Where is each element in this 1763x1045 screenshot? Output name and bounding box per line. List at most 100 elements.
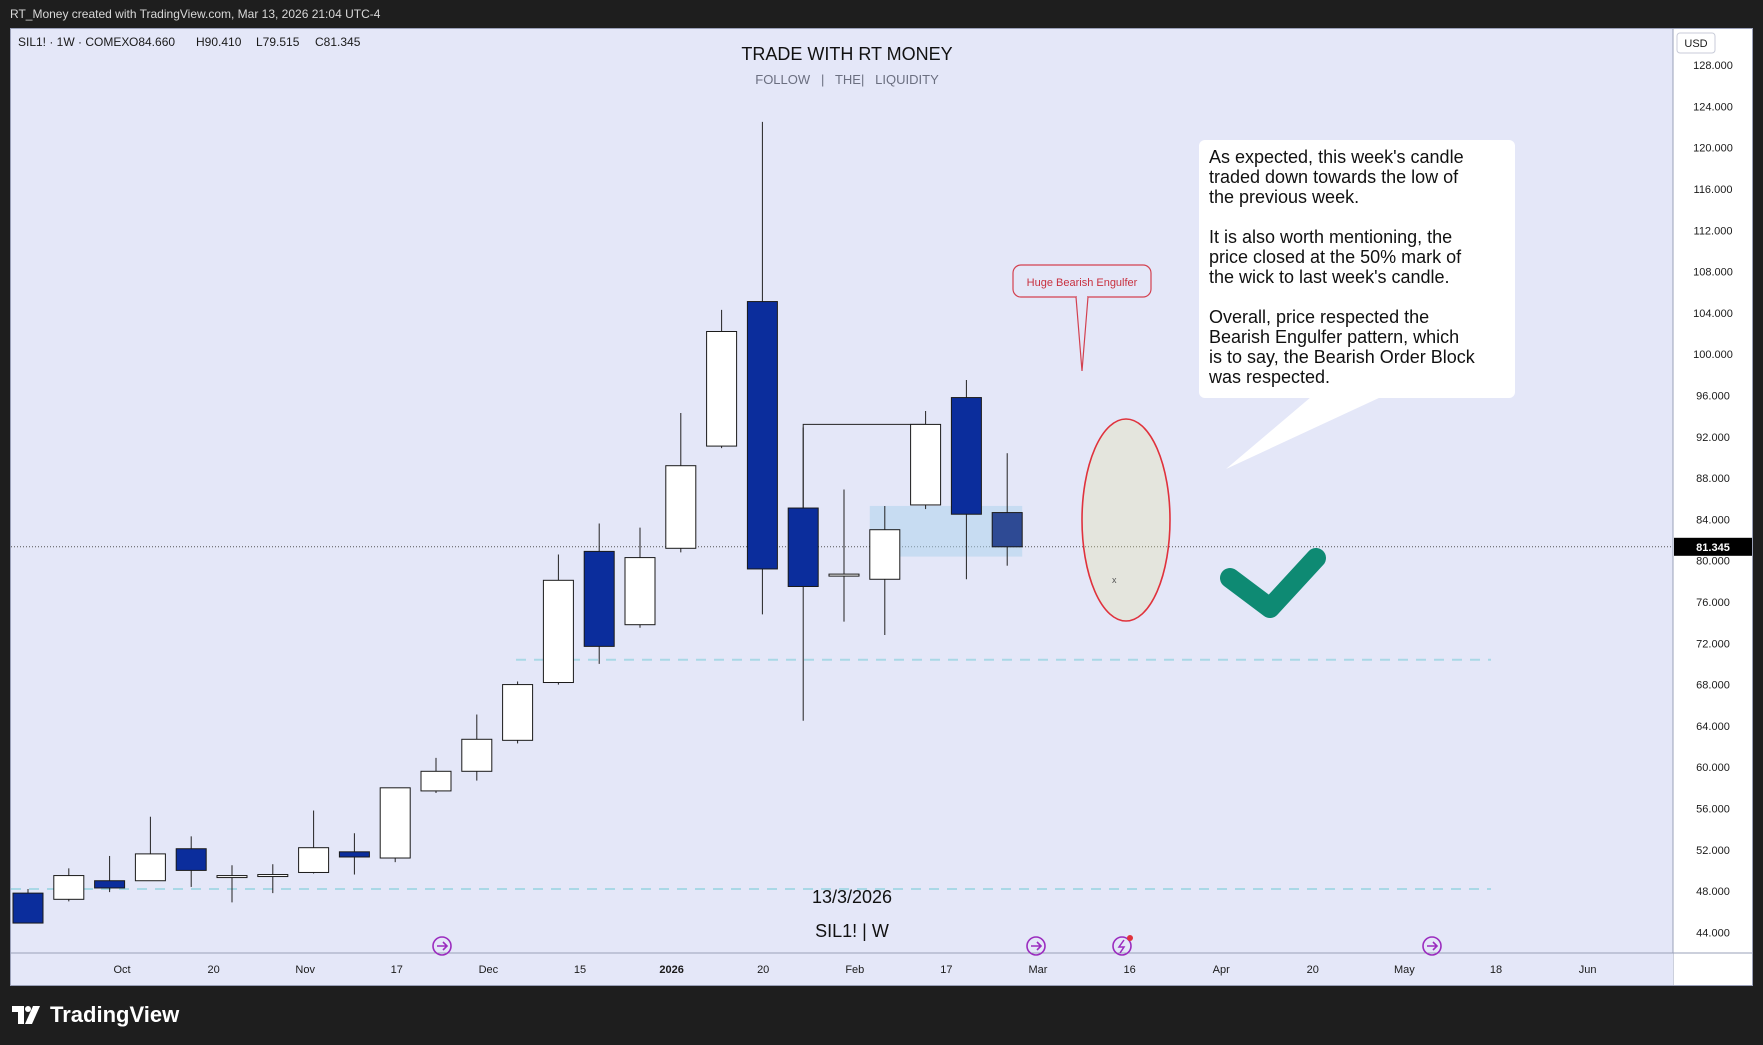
- time-tick-label: 2026: [659, 964, 683, 976]
- candle-body[interactable]: [950, 397, 982, 515]
- event-marker-icon[interactable]: [1026, 936, 1046, 956]
- candle-body[interactable]: [94, 880, 126, 889]
- price-tick-label: 52.000: [1696, 845, 1730, 857]
- candle-body[interactable]: [665, 465, 697, 549]
- price-tick-label: 120.000: [1693, 143, 1733, 155]
- time-tick-label: Oct: [113, 964, 130, 976]
- candle-body[interactable]: [910, 423, 942, 506]
- price-tick-label: 96.000: [1696, 391, 1730, 403]
- time-tick-label: 20: [757, 964, 769, 976]
- candle-body[interactable]: [53, 875, 85, 900]
- note-line: was respected.: [1208, 367, 1330, 387]
- note-line: the previous week.: [1209, 187, 1359, 207]
- price-tick-label: 76.000: [1696, 597, 1730, 609]
- price-tick-label: 124.000: [1693, 101, 1733, 113]
- price-tick-label: 128.000: [1693, 60, 1733, 72]
- note-line: Overall, price respected the: [1209, 307, 1429, 327]
- candle-body[interactable]: [542, 579, 574, 684]
- candle-body[interactable]: [787, 507, 819, 587]
- currency-box[interactable]: [1676, 32, 1716, 54]
- candle-body[interactable]: [216, 875, 248, 879]
- price-tick-label: 84.000: [1696, 514, 1730, 526]
- time-tick-label: Dec: [479, 964, 499, 976]
- legend-symbol: SIL1! · 1W · COMEX: [18, 35, 129, 49]
- price-tick-label: 88.000: [1696, 473, 1730, 485]
- note-line: It is also worth mentioning, the: [1209, 227, 1452, 247]
- bearish-engulfer-callout[interactable]: Huge Bearish Engulfer: [1012, 264, 1152, 372]
- time-tick-label: Nov: [295, 964, 315, 976]
- price-tick-label: 56.000: [1696, 803, 1730, 815]
- note-line: is to say, the Bearish Order Block: [1209, 347, 1476, 367]
- chart-credit: RT_Money created with TradingView.com, M…: [10, 7, 381, 21]
- price-axis-panel[interactable]: [1673, 29, 1752, 985]
- candle-body[interactable]: [583, 550, 615, 647]
- note-line: traded down towards the low of: [1209, 167, 1459, 187]
- price-tick-label: 104.000: [1693, 308, 1733, 320]
- candle-body[interactable]: [134, 853, 166, 882]
- time-tick-label: Mar: [1029, 964, 1048, 976]
- time-tick-label: 18: [1490, 964, 1502, 976]
- candle-body[interactable]: [420, 770, 452, 792]
- time-axis-panel[interactable]: [11, 953, 1673, 985]
- time-tick-label: May: [1394, 964, 1415, 976]
- price-tick-label: 112.000: [1694, 225, 1733, 237]
- candles-layer: [12, 121, 1023, 924]
- candle-body[interactable]: [257, 874, 289, 878]
- callout-label: Huge Bearish Engulfer: [1027, 277, 1138, 289]
- event-marker-icon[interactable]: [432, 936, 452, 956]
- candle-body[interactable]: [991, 512, 1023, 548]
- time-tick-label: 20: [207, 964, 219, 976]
- price-tick-label: 116.000: [1694, 184, 1733, 196]
- time-tick-label: 17: [391, 964, 403, 976]
- time-tick-label: Jun: [1579, 964, 1597, 976]
- tradingview-logo-icon: [12, 1006, 40, 1024]
- candle-body[interactable]: [706, 330, 738, 447]
- candle-body[interactable]: [624, 557, 656, 626]
- chart-frame: 128.000 124.000 120.000 116.000 112.000 108.0…: [10, 28, 1753, 986]
- price-tick-label: 108.000: [1693, 267, 1733, 279]
- price-tick-label: 48.000: [1696, 886, 1730, 898]
- candle-body[interactable]: [461, 738, 493, 772]
- time-tick-label: Feb: [845, 964, 864, 976]
- price-tick-label: 60.000: [1696, 762, 1730, 774]
- checkmark-icon: [1220, 548, 1326, 618]
- price-tick-label: 68.000: [1696, 680, 1730, 692]
- current-price-label: 81.345: [1696, 542, 1730, 554]
- ticks-layer: 128.000 124.000 120.000 116.000 112.000 108.0…: [113, 60, 1752, 976]
- event-marker-icon[interactable]: [1422, 936, 1442, 956]
- watermark-date: 13/3/2026: [812, 887, 892, 907]
- candle-body[interactable]: [379, 787, 411, 859]
- time-tick-label: 17: [940, 964, 952, 976]
- legend-low: L79.515: [256, 35, 300, 49]
- candle-body[interactable]: [746, 301, 778, 570]
- tradingview-logo[interactable]: TradingView: [12, 1000, 179, 1030]
- current-price-badge[interactable]: [1674, 537, 1752, 556]
- time-tick-label: 20: [1307, 964, 1319, 976]
- dividend-lightning-icon[interactable]: [1112, 935, 1133, 956]
- engulfer-bracket-line[interactable]: [802, 423, 926, 509]
- tradingview-logo-text: TradingView: [50, 1002, 180, 1027]
- candle-body[interactable]: [298, 847, 330, 873]
- price-chart[interactable]: 128.000 124.000 120.000 116.000 112.000 108.0…: [11, 29, 1752, 985]
- note-line: Bearish Engulfer pattern, which: [1209, 327, 1459, 347]
- price-tick-label: 80.000: [1696, 556, 1730, 568]
- candle-body[interactable]: [175, 848, 207, 871]
- small-x-marker: x: [1112, 575, 1117, 585]
- candle-body[interactable]: [502, 684, 534, 741]
- note-line: price closed at the 50% mark of: [1209, 247, 1462, 267]
- candle-body[interactable]: [869, 529, 901, 580]
- legend-high: H90.410: [196, 35, 242, 49]
- time-tick-label: 15: [574, 964, 586, 976]
- price-tick-label: 92.000: [1696, 432, 1730, 444]
- currency-label: USD: [1684, 38, 1707, 50]
- chart-subtitle: FOLLOW | THE| LIQUIDITY: [755, 72, 939, 87]
- candle-body[interactable]: [12, 892, 44, 924]
- candle-body[interactable]: [828, 573, 860, 577]
- note-line: As expected, this week's candle: [1209, 147, 1464, 167]
- candle-body[interactable]: [338, 851, 370, 858]
- time-tick-label: Apr: [1213, 964, 1230, 976]
- note-line: the wick to last week's candle.: [1209, 267, 1450, 287]
- focus-ellipse[interactable]: [1081, 418, 1171, 622]
- footer-bar: [0, 986, 1763, 1045]
